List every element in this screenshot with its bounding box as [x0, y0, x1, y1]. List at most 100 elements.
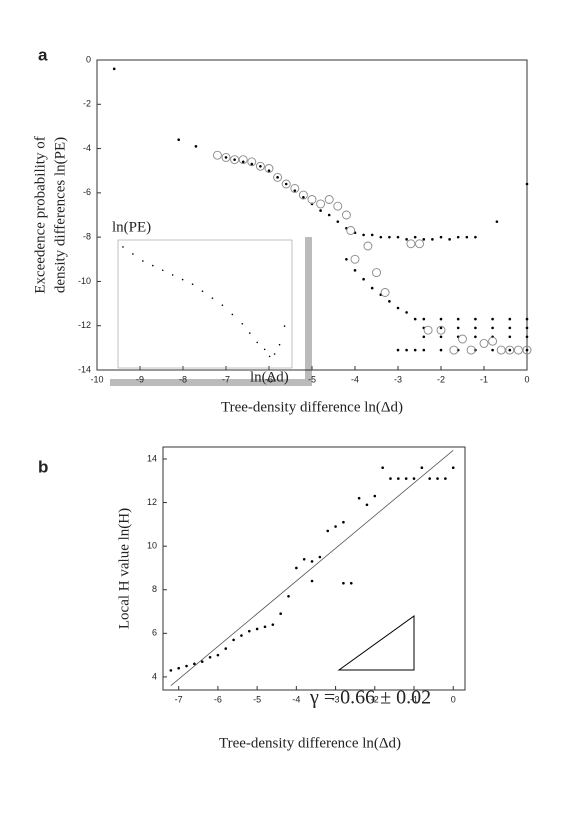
- dot-point: [224, 156, 228, 159]
- dot-point: [404, 477, 408, 480]
- dot-point: [362, 233, 365, 237]
- circle-point: [316, 199, 326, 209]
- dot-point: [200, 660, 204, 663]
- dot-point: [525, 326, 529, 330]
- dot-point: [508, 335, 512, 339]
- dot-point: [142, 260, 144, 262]
- dot-point: [279, 612, 282, 616]
- dot-point: [221, 304, 224, 306]
- dot-point: [420, 466, 424, 470]
- x-tick-label: -3: [394, 374, 402, 384]
- circle-point: [290, 183, 300, 193]
- x-tick-label: 0: [524, 374, 529, 384]
- dot-point: [349, 581, 353, 585]
- dot-point: [456, 317, 460, 321]
- dot-point: [263, 625, 267, 629]
- circle-point: [230, 155, 240, 165]
- y-tick-label: -12: [78, 320, 91, 330]
- circle-point: [513, 345, 523, 355]
- dot-point: [276, 176, 279, 179]
- x-tick-label: -4: [351, 374, 359, 384]
- dot-point: [310, 560, 314, 563]
- circle-point: [415, 239, 424, 249]
- x-axis-label: Tree-density difference ln(Δd): [221, 399, 403, 415]
- dot-point: [370, 233, 374, 237]
- dot-point: [122, 246, 124, 248]
- plot-frame: [117, 239, 293, 369]
- circle-point: [281, 179, 291, 189]
- panel-label: b: [38, 457, 48, 476]
- y-tick-label: -6: [83, 187, 91, 197]
- dot-point: [248, 332, 251, 334]
- dot-point: [448, 238, 451, 241]
- dot-point: [256, 341, 259, 344]
- dot-point: [267, 169, 271, 173]
- dot-point: [177, 666, 180, 670]
- y-axis-label: Exceedence probability of: [32, 136, 48, 293]
- dot-point: [422, 335, 426, 339]
- dot-point: [389, 477, 392, 480]
- dot-point: [231, 313, 234, 316]
- y-tick-label: 14: [147, 453, 157, 463]
- dot-point: [268, 355, 271, 358]
- dot-point: [388, 235, 391, 239]
- dot-point: [132, 253, 134, 255]
- dot-point: [232, 638, 235, 642]
- dot-point: [491, 326, 494, 330]
- inset-frame: [305, 237, 312, 386]
- dot-point: [224, 647, 228, 650]
- dot-point: [345, 257, 348, 261]
- dot-point: [250, 162, 254, 166]
- dot-point: [439, 326, 443, 330]
- circle-point: [363, 241, 373, 251]
- fit-line: [170, 449, 454, 686]
- dot-point: [439, 317, 443, 321]
- y-tick-label: -2: [83, 99, 91, 109]
- dot-point: [405, 238, 408, 241]
- y-tick-label: 12: [147, 497, 157, 507]
- circle-point: [346, 226, 356, 235]
- dot-point: [310, 579, 314, 583]
- dot-point: [508, 348, 512, 352]
- dot-point: [436, 477, 439, 480]
- dot-point: [413, 348, 417, 352]
- circle-point: [479, 338, 489, 348]
- dot-point: [474, 335, 477, 339]
- dot-point: [508, 317, 512, 321]
- x-tick-label: -3: [332, 694, 340, 704]
- circle-point: [264, 164, 274, 173]
- circle-point: [372, 268, 381, 278]
- y-axis-label: Local H value ln(H): [116, 508, 132, 629]
- dot-point: [456, 235, 460, 239]
- annotation: γ = 0.66 ± 0.02: [309, 687, 431, 709]
- circle-point: [298, 190, 308, 200]
- dot-point: [327, 213, 331, 217]
- circle-point: [522, 345, 532, 355]
- x-tick-label: -4: [292, 694, 300, 704]
- dot-point: [287, 594, 290, 598]
- dot-point: [283, 325, 286, 327]
- dot-point: [177, 138, 180, 142]
- y-tick-label: -14: [78, 364, 91, 374]
- dot-point: [388, 300, 391, 303]
- circle-point: [350, 254, 360, 264]
- dot-point: [474, 235, 477, 239]
- dot-point: [439, 335, 443, 339]
- circle-point: [307, 195, 317, 204]
- inset-y-label: ln(PE): [112, 219, 151, 235]
- y-tick-label: 10: [147, 541, 157, 551]
- dot-point: [396, 348, 400, 352]
- panel-label: a: [38, 45, 48, 64]
- x-axis-label: Tree-density difference ln(Δd): [219, 735, 401, 751]
- dot-point: [439, 235, 443, 239]
- circle-point: [406, 239, 416, 249]
- dot-point: [357, 496, 361, 500]
- dot-point: [161, 269, 164, 272]
- circle-point: [496, 345, 506, 355]
- dot-point: [342, 520, 345, 524]
- dot-point: [525, 317, 529, 321]
- dot-point: [444, 477, 447, 480]
- plot-frame: [162, 446, 466, 691]
